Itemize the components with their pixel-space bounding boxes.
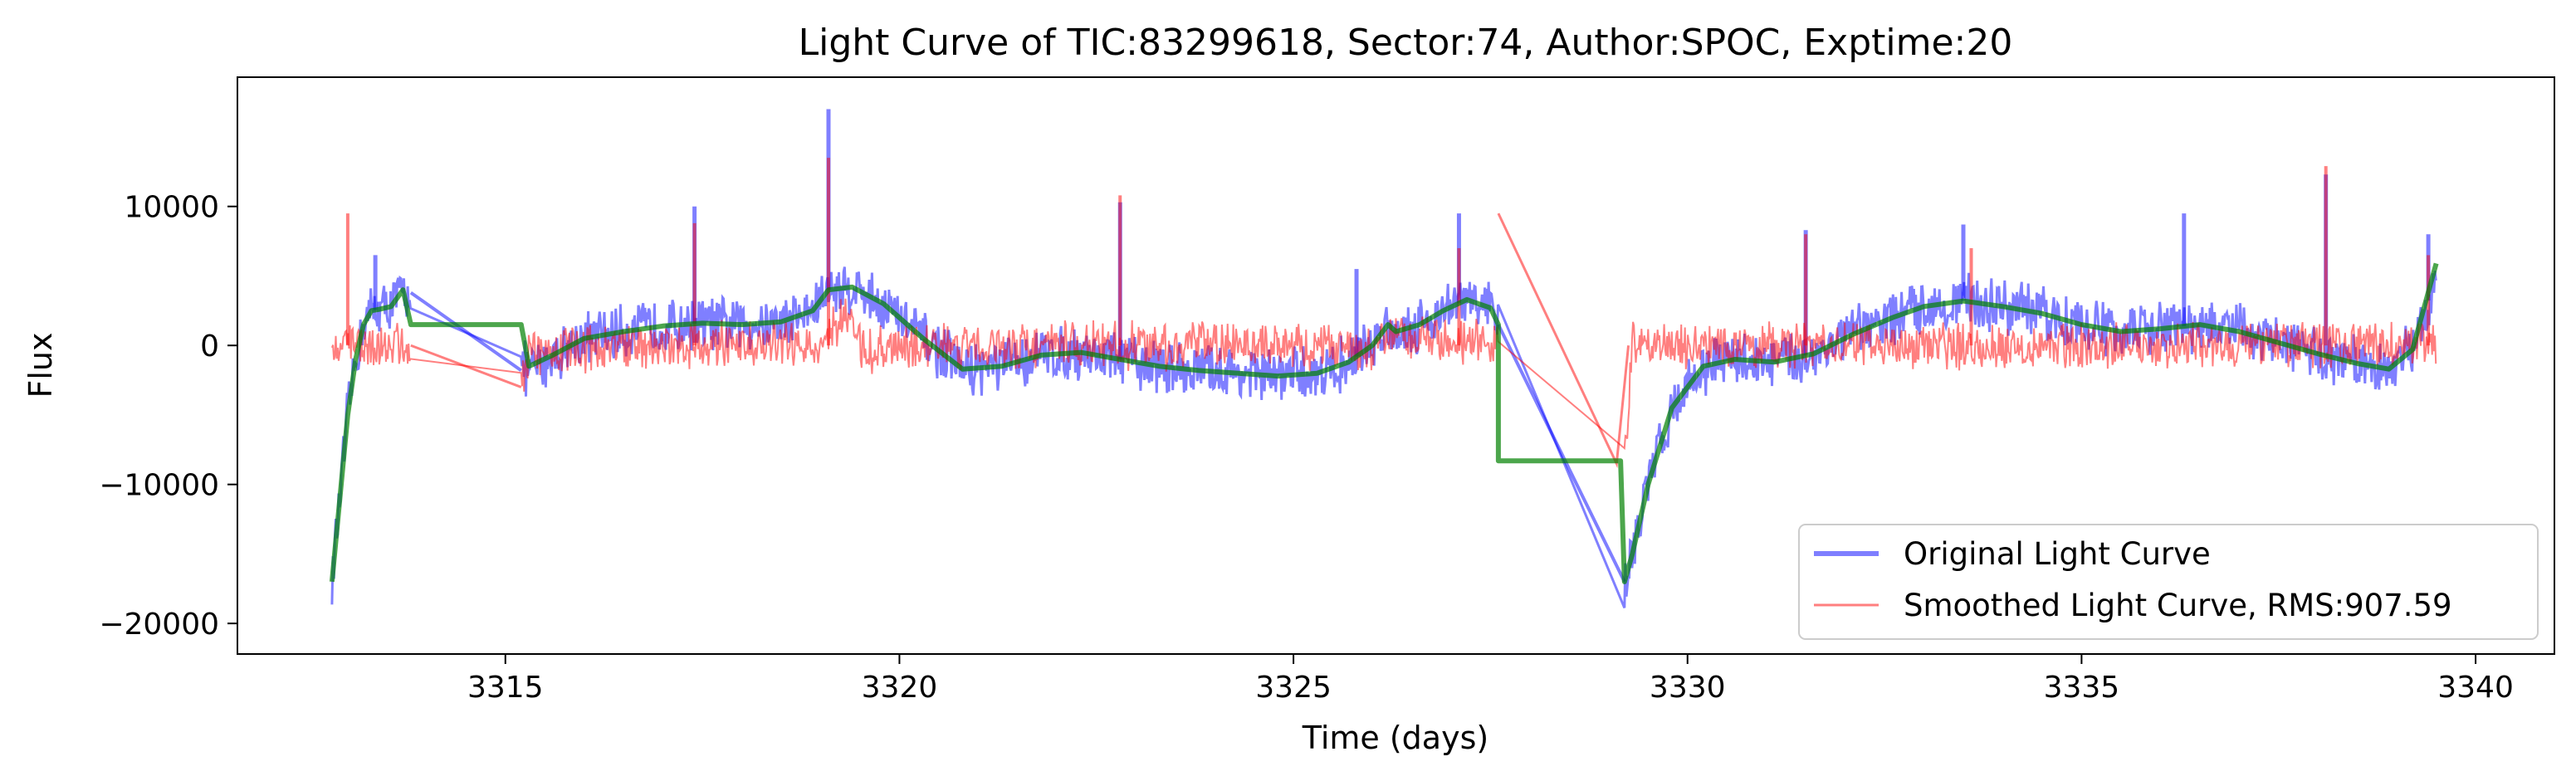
- x-tick-label: 3335: [2044, 671, 2120, 705]
- x-tick-label: 3320: [862, 671, 938, 705]
- legend-label-smoothed: Smoothed Light Curve, RMS:907.59: [1904, 588, 2452, 623]
- x-axis-label: Time (days): [1302, 720, 1488, 756]
- y-axis-label: Flux: [22, 333, 59, 398]
- legend-label-original: Original Light Curve: [1904, 536, 2211, 572]
- x-tick-label: 3315: [467, 671, 544, 705]
- y-axis-ticks: −20000 −10000 0 10000: [99, 191, 237, 642]
- y-tick-label: −20000: [99, 608, 219, 642]
- chart-title: Light Curve of TIC:83299618, Sector:74, …: [799, 22, 2013, 64]
- legend: Original Light Curve Smoothed Light Curv…: [1798, 524, 2539, 640]
- x-axis-ticks: 3315 3320 3325 3330 3335 3340: [467, 654, 2514, 705]
- x-tick-label: 3330: [1650, 671, 1726, 705]
- smoothed-gap-line: [1497, 212, 1630, 469]
- x-tick-label: 3325: [1255, 671, 1332, 705]
- x-tick-label: 3340: [2437, 671, 2514, 705]
- original-gap-line: [409, 290, 522, 372]
- y-tick-label: −10000: [99, 469, 219, 503]
- plot-area: [329, 109, 2439, 608]
- y-tick-label: 0: [200, 329, 219, 364]
- plot-frame: [237, 76, 2555, 655]
- y-tick-label: 10000: [124, 191, 219, 225]
- trend-line-layer: [329, 262, 2439, 584]
- original-gap-line: [1497, 324, 1626, 583]
- legend-box: [1798, 524, 2539, 640]
- trend-line: [329, 262, 2439, 584]
- smoothed-gap-line: [410, 344, 522, 388]
